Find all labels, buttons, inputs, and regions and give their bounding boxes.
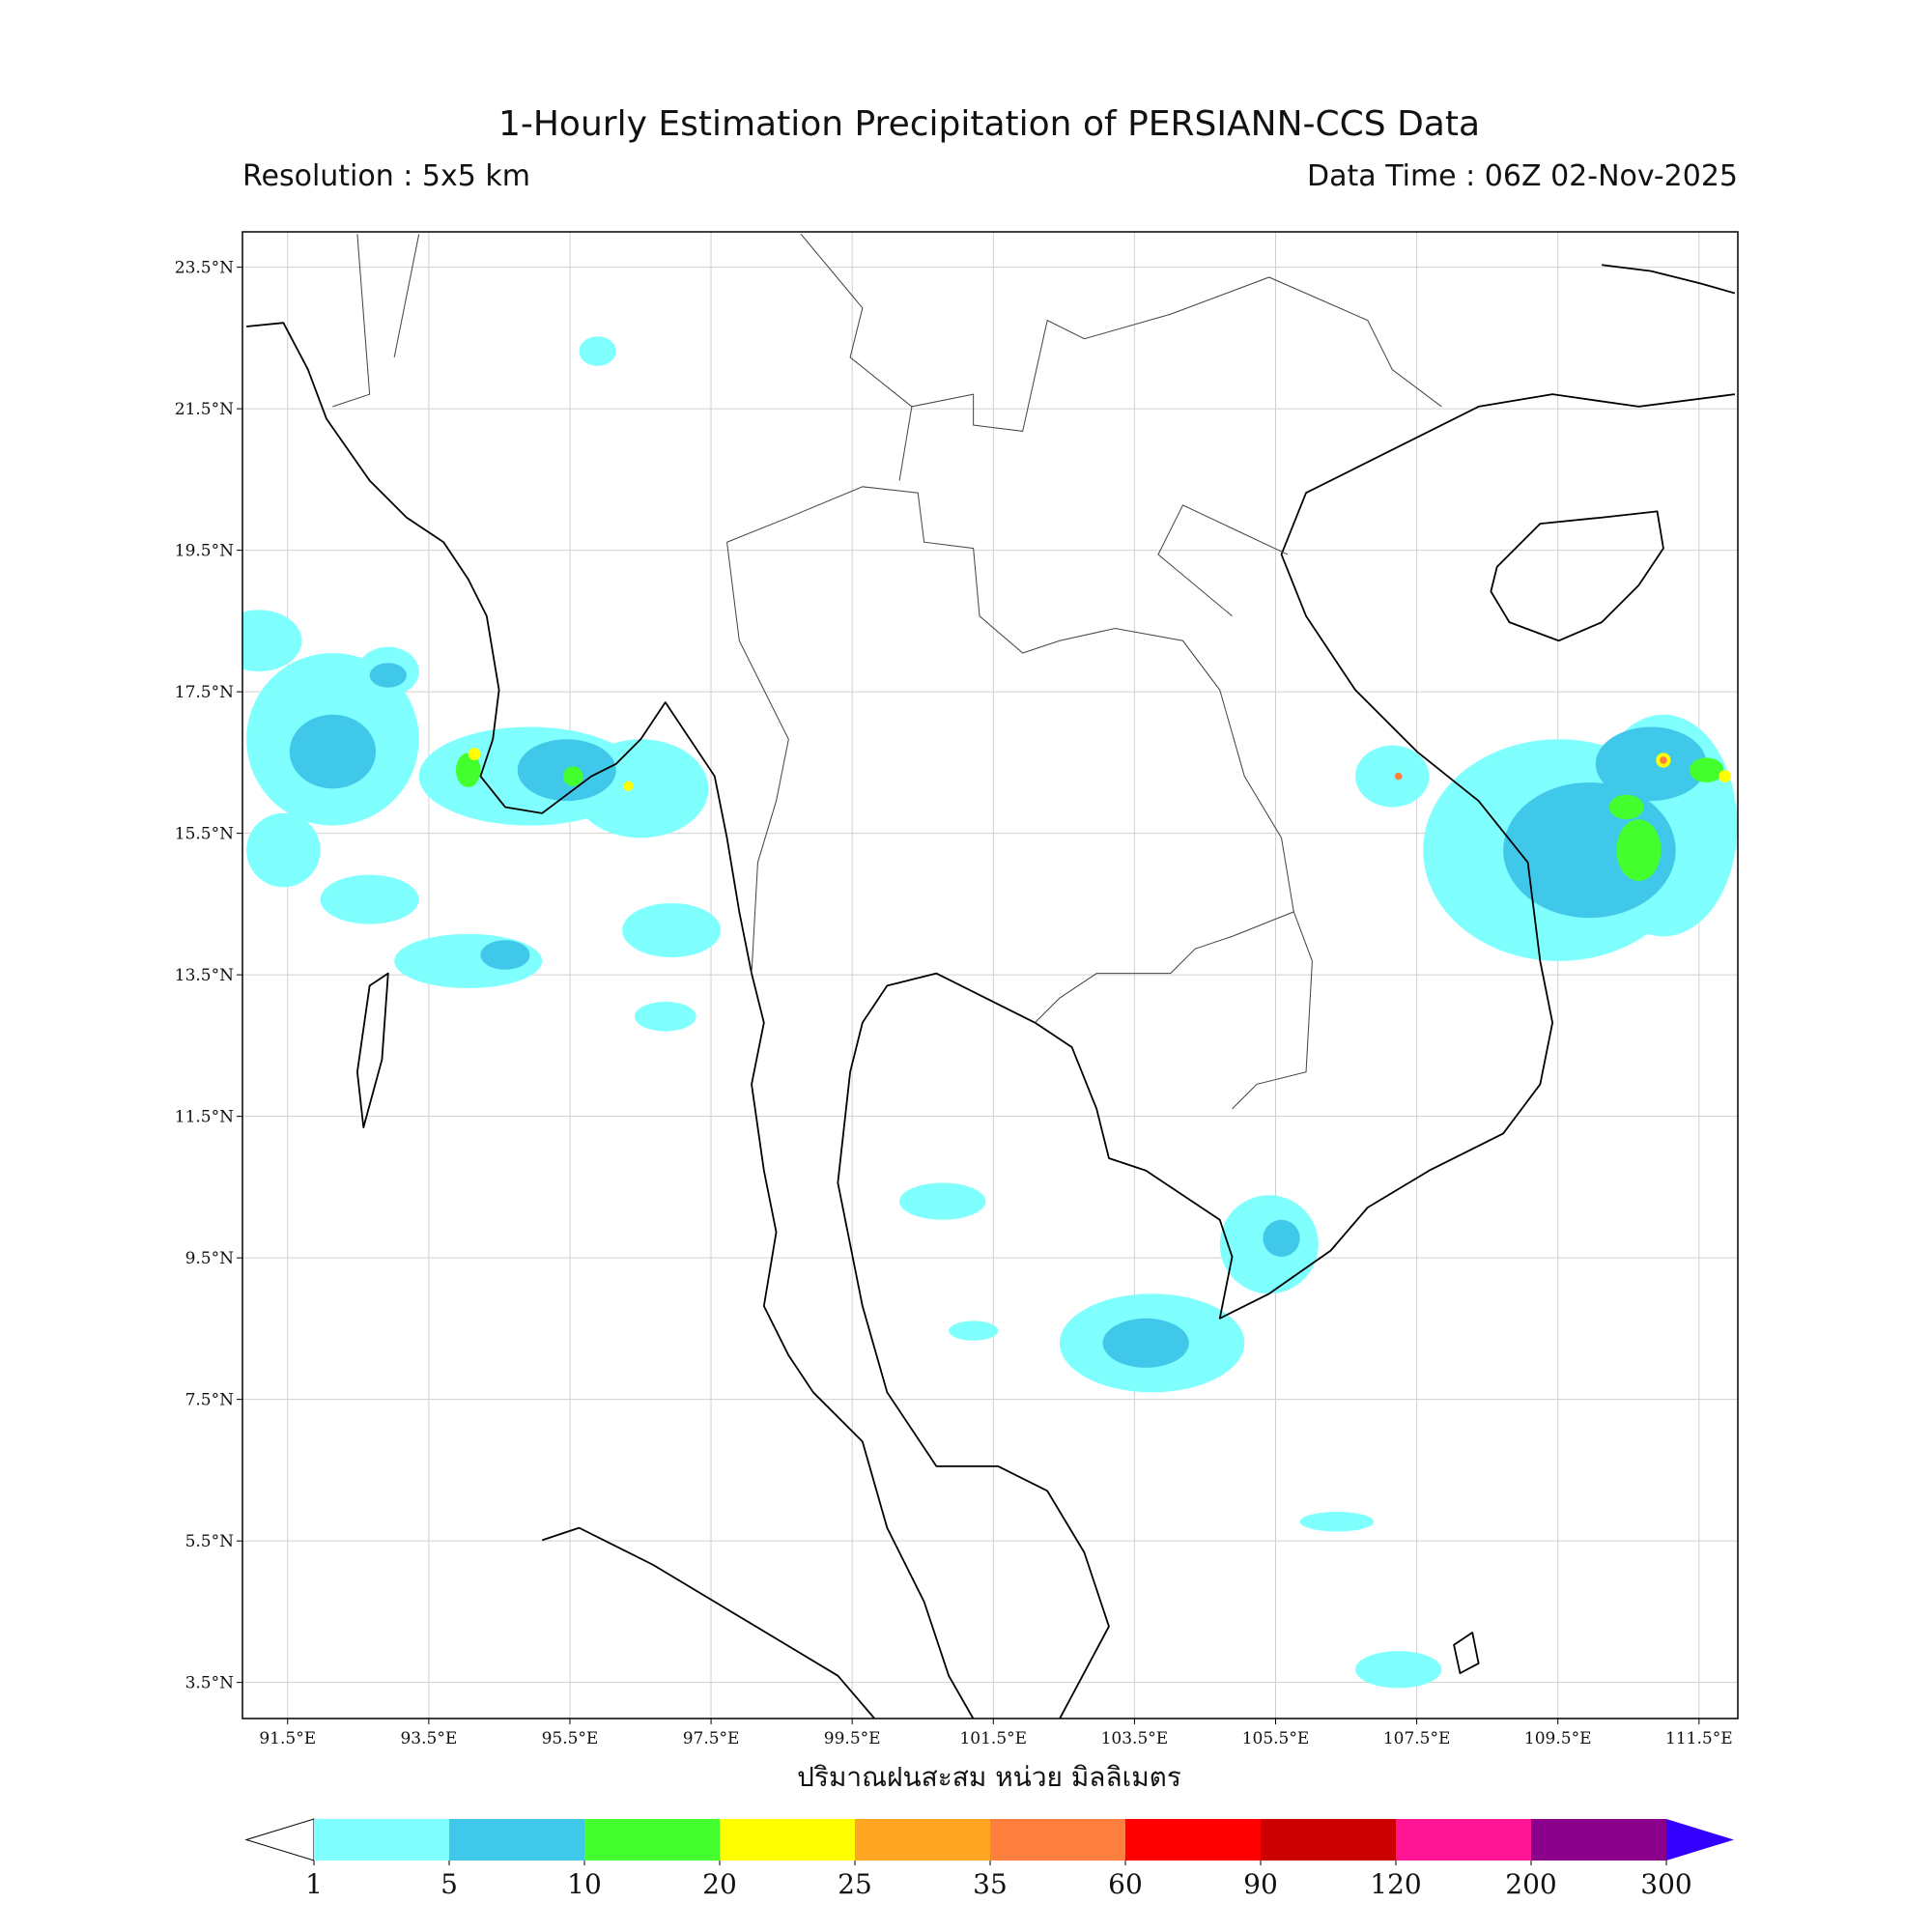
colorbar-label: 1: [305, 1868, 323, 1900]
y-tick-label: 17.5°N: [175, 683, 234, 702]
axis-ticks: 91.5°E 93.5°E 95.5°E 97.5°E 99.5°E 101.5°E 103…: [175, 259, 1733, 1748]
colorbar-label: 90: [1243, 1868, 1278, 1900]
colorbar-segment: [1261, 1819, 1397, 1861]
y-tick-label: 19.5°N: [175, 542, 234, 561]
rain-areas: [242, 336, 1738, 1689]
x-tick-label: 105.5°E: [1242, 1729, 1310, 1748]
colorbar-over: [1666, 1819, 1734, 1861]
borders: [332, 234, 1442, 1110]
colorbar-segment: [1125, 1819, 1262, 1861]
colorbar-label: 20: [702, 1868, 737, 1900]
colorbar-segment: [1531, 1819, 1667, 1861]
colorbar-label: 120: [1370, 1868, 1421, 1900]
colorbar: 1 5 10 20 25 35 60 90 120 200 300: [244, 1818, 1734, 1900]
coastlines: [246, 264, 1736, 1719]
y-tick-label: 15.5°N: [175, 825, 234, 844]
colorbar-label: 25: [838, 1868, 872, 1900]
colorbar-under: [244, 1818, 315, 1861]
y-tick-label: 21.5°N: [175, 400, 234, 419]
grid: [242, 232, 1738, 1719]
colorbar-label: 5: [440, 1868, 458, 1900]
colorbar-label: 300: [1640, 1868, 1691, 1900]
title: 1-Hourly Estimation Precipitation of PER…: [498, 104, 1480, 144]
subtitle-right: Data Time : 06Z 02-Nov-2025: [1307, 159, 1738, 193]
y-tick-label: 9.5°N: [185, 1249, 235, 1268]
map-layer: [242, 234, 1738, 1719]
colorbar-label: 35: [973, 1868, 1008, 1900]
y-tick-label: 5.5°N: [185, 1532, 235, 1551]
colorbar-segment: [584, 1819, 721, 1861]
colorbar-label: 10: [567, 1868, 602, 1900]
x-tick-label: 111.5°E: [1665, 1729, 1733, 1748]
x-tick-label: 93.5°E: [400, 1729, 457, 1748]
x-tick-label: 107.5°E: [1383, 1729, 1451, 1748]
x-tick-label: 97.5°E: [683, 1729, 740, 1748]
x-tick-label: 101.5°E: [959, 1729, 1027, 1748]
y-tick-label: 7.5°N: [185, 1391, 235, 1410]
y-tick-label: 3.5°N: [185, 1674, 235, 1693]
colorbar-segment: [1396, 1819, 1532, 1861]
y-tick-label: 13.5°N: [175, 966, 234, 985]
colorbar-label: 200: [1505, 1868, 1556, 1900]
subtitle-left: Resolution : 5x5 km: [242, 159, 530, 193]
x-tick-label: 95.5°E: [542, 1729, 599, 1748]
y-tick-label: 23.5°N: [175, 259, 234, 278]
colorbar-segment: [314, 1819, 450, 1861]
x-tick-label: 99.5°E: [824, 1729, 881, 1748]
colorbar-label: 60: [1108, 1868, 1143, 1900]
x-axis-label: ปริมาณฝนสะสม หน่วย มิลลิเมตร: [797, 1761, 1181, 1793]
y-tick-label: 11.5°N: [175, 1108, 234, 1127]
x-tick-label: 103.5°E: [1101, 1729, 1169, 1748]
colorbar-segment: [449, 1819, 585, 1861]
x-tick-label: 91.5°E: [259, 1729, 316, 1748]
x-tick-label: 109.5°E: [1524, 1729, 1592, 1748]
colorbar-segment: [855, 1819, 991, 1861]
colorbar-segment: [990, 1819, 1126, 1861]
colorbar-segment: [720, 1819, 856, 1861]
